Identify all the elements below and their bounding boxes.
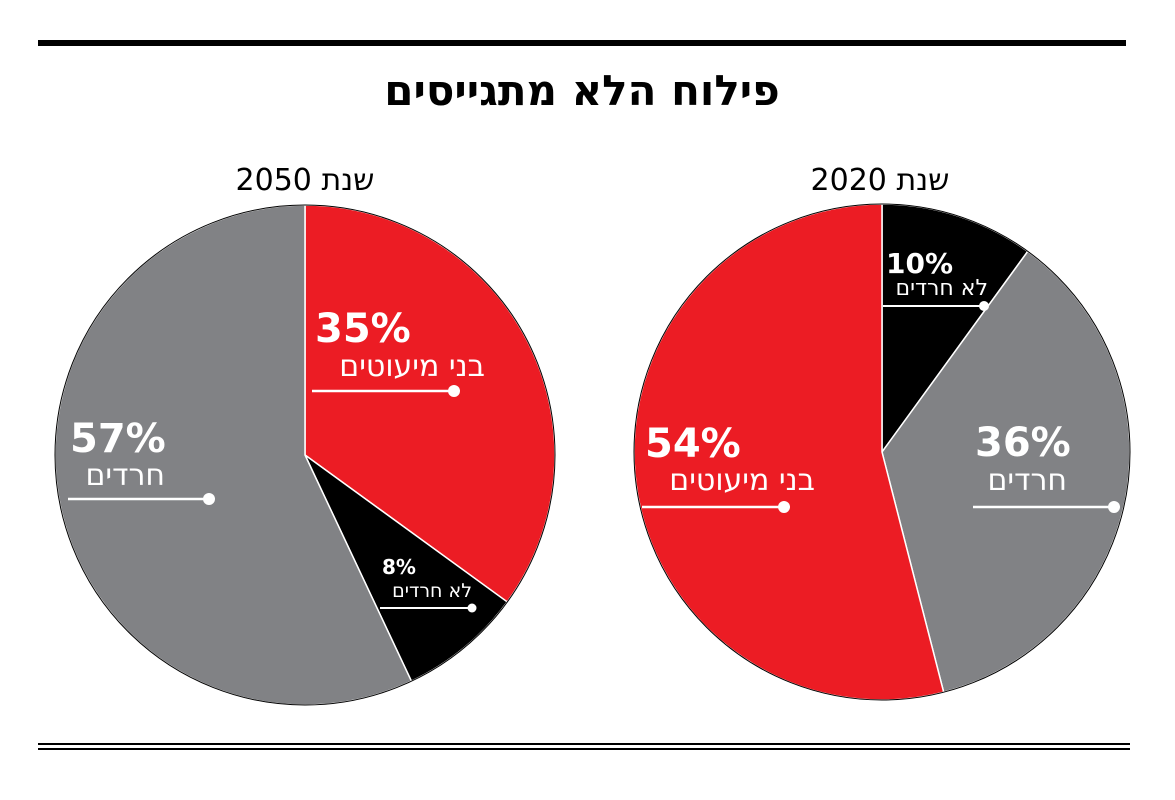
pct-2020-haredi: 36% (975, 420, 1071, 466)
pie-outline (54, 204, 556, 706)
leader-dot (448, 385, 460, 397)
pct-2020-nonharedi: 10% (886, 247, 953, 280)
pie-2050 (54, 204, 556, 706)
label-2020-nonharedi: 10% לא חרדים (883, 247, 989, 311)
chart-title: פילוח הלא מתגייסים (384, 66, 780, 115)
label-2050-nonharedi: 8% לא חרדים (380, 555, 477, 613)
pie-2020-title: שנת 2020 (811, 163, 950, 198)
leader-dot (979, 301, 989, 311)
label-2020-minorities: 54% בני מיעוטים (642, 421, 815, 513)
label-text-2020-haredi: חרדים (987, 463, 1067, 498)
label-text-2050-minorities: בני מיעוטים (339, 349, 485, 384)
bottom-rule-top (38, 743, 1130, 745)
pct-2050-nonharedi: 8% (382, 555, 416, 579)
pct-2020-minorities: 54% (645, 421, 741, 467)
label-2050-haredi: 57% חרדים (68, 416, 215, 505)
label-2020-haredi: 36% חרדים (973, 420, 1120, 513)
label-text-2020-nonharedi: לא חרדים (895, 276, 988, 301)
leader-dot (1108, 501, 1120, 513)
leader-dot (778, 501, 790, 513)
bottom-rule-bottom (38, 748, 1130, 750)
label-text-2050-nonharedi: לא חרדים (392, 580, 472, 602)
pie-2020 (633, 203, 1131, 701)
leader-dot (203, 493, 215, 505)
pie-outline (633, 203, 1131, 701)
label-2050-minorities: 35% בני מיעוטים (312, 306, 485, 397)
pct-2050-haredi: 57% (70, 416, 166, 462)
label-text-2050-haredi: חרדים (85, 458, 165, 493)
pie-2050-title: שנת 2050 (236, 163, 375, 198)
label-text-2020-minorities: בני מיעוטים (669, 463, 815, 498)
leader-dot (467, 603, 477, 613)
pct-2050-minorities: 35% (315, 306, 411, 352)
top-rule (38, 40, 1126, 46)
